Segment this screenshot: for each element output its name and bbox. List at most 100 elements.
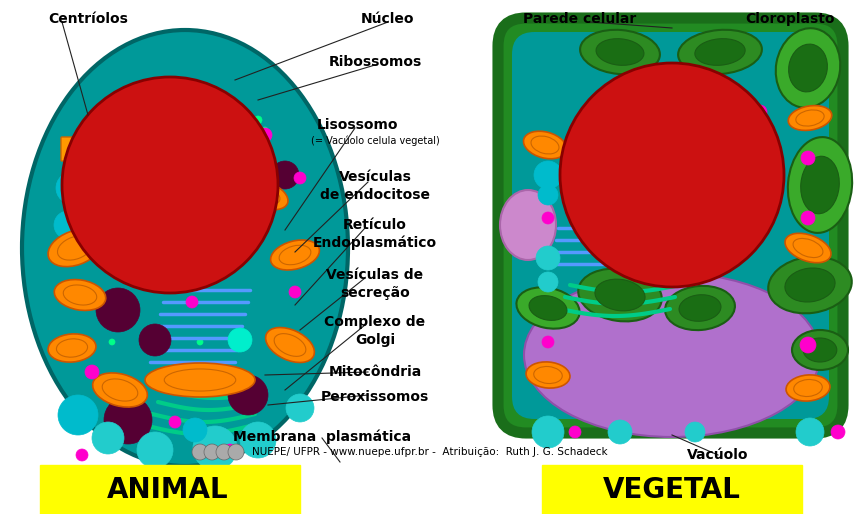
Ellipse shape [776, 28, 840, 108]
Ellipse shape [578, 269, 661, 321]
Circle shape [262, 127, 268, 133]
Text: Mitocôndria: Mitocôndria [329, 365, 421, 379]
Text: Centríolos: Centríolos [48, 12, 128, 26]
Circle shape [58, 395, 98, 435]
Ellipse shape [768, 256, 851, 314]
Circle shape [831, 425, 845, 439]
Ellipse shape [22, 30, 348, 466]
Text: Complexo de: Complexo de [324, 315, 426, 329]
Ellipse shape [242, 180, 288, 210]
FancyBboxPatch shape [61, 137, 77, 161]
Ellipse shape [54, 280, 106, 310]
Circle shape [102, 209, 114, 221]
Text: (= Vacúolo celula vegetal): (= Vacúolo celula vegetal) [310, 135, 439, 145]
Text: Retículo: Retículo [343, 218, 407, 232]
Ellipse shape [789, 44, 827, 92]
Circle shape [536, 246, 560, 270]
FancyBboxPatch shape [512, 32, 829, 419]
Ellipse shape [786, 375, 830, 401]
Text: NUEPE/ UFPR - www.nuepe.ufpr.br -  Atribuição:  Ruth J. G. Schadeck: NUEPE/ UFPR - www.nuepe.ufpr.br - Atribu… [252, 447, 608, 457]
Circle shape [258, 128, 272, 142]
Circle shape [137, 432, 173, 468]
Circle shape [286, 394, 314, 422]
Circle shape [753, 105, 767, 119]
Text: Vesículas de: Vesículas de [327, 268, 424, 282]
Circle shape [216, 444, 232, 460]
Circle shape [542, 336, 554, 348]
Ellipse shape [679, 295, 721, 321]
Text: Membrana  plasmática: Membrana plasmática [233, 430, 411, 445]
Ellipse shape [679, 30, 762, 74]
Text: Vacúolo: Vacúolo [687, 448, 749, 462]
Ellipse shape [271, 240, 319, 270]
Circle shape [148, 126, 156, 134]
Circle shape [534, 161, 562, 189]
Circle shape [248, 221, 262, 235]
Circle shape [225, 125, 231, 131]
Text: Endoplasmático: Endoplasmático [313, 236, 437, 250]
Ellipse shape [526, 362, 570, 388]
Circle shape [197, 339, 203, 345]
Ellipse shape [93, 373, 147, 407]
Circle shape [212, 132, 218, 138]
Circle shape [245, 125, 251, 131]
Ellipse shape [48, 229, 102, 267]
Ellipse shape [785, 268, 835, 302]
Circle shape [254, 116, 262, 124]
Ellipse shape [803, 338, 837, 362]
Circle shape [796, 418, 824, 446]
Circle shape [542, 212, 554, 224]
Circle shape [234, 131, 242, 139]
Circle shape [289, 286, 301, 298]
Ellipse shape [145, 363, 255, 397]
Ellipse shape [143, 82, 207, 114]
Ellipse shape [580, 30, 660, 74]
FancyBboxPatch shape [498, 18, 843, 433]
Text: Parede celular: Parede celular [524, 12, 636, 26]
Text: Peroxissomos: Peroxissomos [321, 390, 429, 404]
Ellipse shape [608, 239, 667, 277]
Ellipse shape [529, 296, 567, 320]
Ellipse shape [596, 39, 644, 65]
Circle shape [139, 324, 171, 356]
Circle shape [176, 131, 184, 139]
Ellipse shape [788, 137, 852, 233]
Circle shape [801, 211, 815, 225]
Ellipse shape [516, 287, 580, 328]
Circle shape [228, 375, 268, 415]
Ellipse shape [266, 327, 315, 362]
FancyBboxPatch shape [542, 465, 802, 514]
Text: Vesículas: Vesículas [339, 170, 411, 184]
Text: Lisossomo: Lisossomo [317, 118, 399, 132]
Circle shape [228, 136, 252, 160]
Circle shape [532, 416, 564, 448]
Text: Núcleo: Núcleo [361, 12, 415, 26]
Text: VEGETAL: VEGETAL [603, 475, 741, 504]
Circle shape [224, 444, 236, 456]
Circle shape [228, 328, 252, 352]
Circle shape [271, 161, 299, 189]
Circle shape [800, 337, 816, 353]
Circle shape [240, 422, 276, 458]
Ellipse shape [560, 63, 784, 287]
Ellipse shape [785, 233, 831, 263]
Circle shape [197, 122, 203, 128]
Circle shape [538, 185, 558, 205]
Circle shape [569, 426, 581, 438]
Circle shape [54, 211, 82, 239]
Circle shape [294, 172, 306, 184]
Ellipse shape [74, 144, 126, 175]
Circle shape [581, 105, 595, 119]
Ellipse shape [789, 105, 832, 131]
Circle shape [186, 296, 198, 308]
Ellipse shape [792, 330, 848, 370]
Circle shape [56, 172, 88, 204]
Circle shape [183, 418, 207, 442]
Ellipse shape [801, 156, 839, 214]
Circle shape [219, 102, 231, 114]
Ellipse shape [595, 279, 645, 311]
Circle shape [149, 262, 161, 274]
Circle shape [85, 365, 99, 379]
Circle shape [169, 416, 181, 428]
Ellipse shape [524, 131, 567, 159]
